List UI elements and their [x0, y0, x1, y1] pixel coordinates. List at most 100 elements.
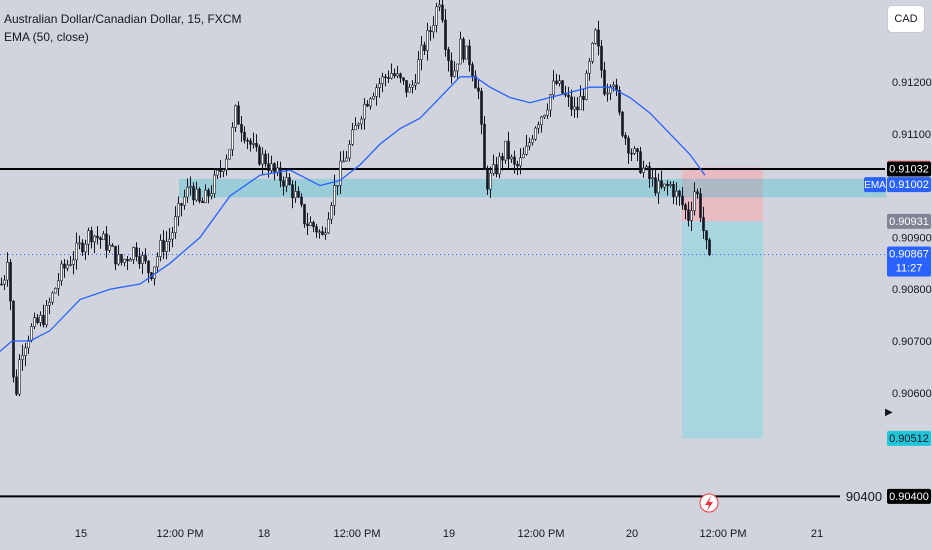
candle-body	[480, 90, 483, 125]
price-label-text: 0.91002	[889, 179, 929, 191]
candle	[351, 123, 354, 147]
candle	[36, 313, 39, 325]
candle-body	[78, 242, 81, 245]
candle-body	[561, 80, 564, 94]
candle	[435, 2, 438, 33]
candle-body	[633, 148, 636, 154]
candle-body	[579, 96, 582, 111]
candle-body	[144, 255, 147, 262]
candle	[690, 201, 693, 231]
candle	[222, 167, 225, 178]
candle	[516, 160, 519, 176]
take-profit-zone[interactable]	[682, 221, 763, 439]
x-tick-label: 12:00 PM	[699, 528, 746, 540]
candle	[138, 247, 141, 269]
candle	[654, 169, 657, 197]
candle-body	[612, 84, 615, 87]
candle-body	[657, 180, 660, 194]
candle-body	[624, 135, 627, 139]
candle	[327, 212, 330, 234]
candle-body	[669, 184, 672, 187]
candle	[273, 162, 276, 181]
candle	[120, 253, 123, 266]
candle	[180, 202, 183, 217]
candle	[657, 173, 660, 204]
candle	[681, 187, 684, 210]
candle-body	[453, 70, 456, 77]
candle	[696, 188, 699, 199]
candle	[447, 46, 450, 72]
ema-line[interactable]	[0, 76, 706, 352]
candle-body	[642, 167, 645, 174]
candle	[555, 73, 558, 86]
candle	[174, 206, 177, 239]
candle	[300, 193, 303, 208]
candle-body	[66, 264, 69, 269]
indicator-label[interactable]: EMA (50, close)	[4, 30, 89, 44]
candle-body	[54, 288, 57, 294]
candle	[39, 311, 42, 327]
candle-body	[360, 118, 363, 125]
candle	[84, 239, 87, 260]
ema-tag-text: EMA	[864, 180, 886, 191]
candle-body	[219, 169, 222, 172]
scroll-right-icon[interactable]: ▶	[885, 407, 893, 418]
candle-body	[357, 123, 360, 126]
candle	[414, 74, 417, 91]
candle-body	[660, 180, 663, 188]
candle	[117, 244, 120, 266]
candle-body	[123, 259, 126, 263]
candle	[171, 227, 174, 248]
candle-body	[309, 222, 312, 226]
candle	[486, 165, 489, 195]
candle-body	[396, 73, 399, 77]
candle	[216, 168, 219, 180]
x-tick-label: 12:00 PM	[156, 528, 203, 540]
candle-body	[138, 256, 141, 264]
candle	[219, 160, 222, 179]
candle-body	[213, 174, 216, 194]
candle-body	[588, 60, 591, 74]
candle	[297, 186, 300, 199]
candle-body	[435, 6, 438, 26]
candle	[531, 135, 534, 146]
candle	[291, 180, 294, 209]
candle-body	[378, 83, 381, 89]
alert-marker-icon[interactable]	[699, 493, 719, 513]
candle	[567, 86, 570, 107]
candle-body	[225, 158, 228, 171]
candle	[177, 196, 180, 227]
candle	[693, 182, 696, 216]
candle	[231, 122, 234, 157]
candle	[132, 246, 135, 265]
candle-body	[495, 164, 498, 175]
candle-body	[462, 38, 465, 60]
candle-body	[132, 247, 135, 260]
candle	[363, 98, 366, 130]
candle	[423, 41, 426, 56]
candle-body	[504, 140, 507, 161]
currency-button[interactable]: CAD	[888, 6, 924, 32]
candle	[597, 20, 600, 56]
candle	[684, 202, 687, 220]
candle	[705, 230, 708, 250]
candle-body	[372, 95, 375, 100]
candle	[534, 126, 537, 141]
candle-body	[411, 84, 414, 88]
x-tick-label: 19	[443, 528, 455, 540]
x-tick-label: 20	[626, 528, 638, 540]
candle	[588, 58, 591, 81]
candle-body	[690, 210, 693, 221]
candle-body	[585, 72, 588, 100]
candle-body	[117, 254, 120, 265]
candle-body	[147, 260, 150, 274]
candle	[63, 259, 66, 278]
candle-body	[288, 177, 291, 185]
candle-body	[369, 98, 372, 107]
candle	[204, 184, 207, 204]
candle	[270, 155, 273, 174]
candle	[618, 86, 621, 116]
candle-body	[489, 172, 492, 190]
candle	[606, 83, 609, 102]
